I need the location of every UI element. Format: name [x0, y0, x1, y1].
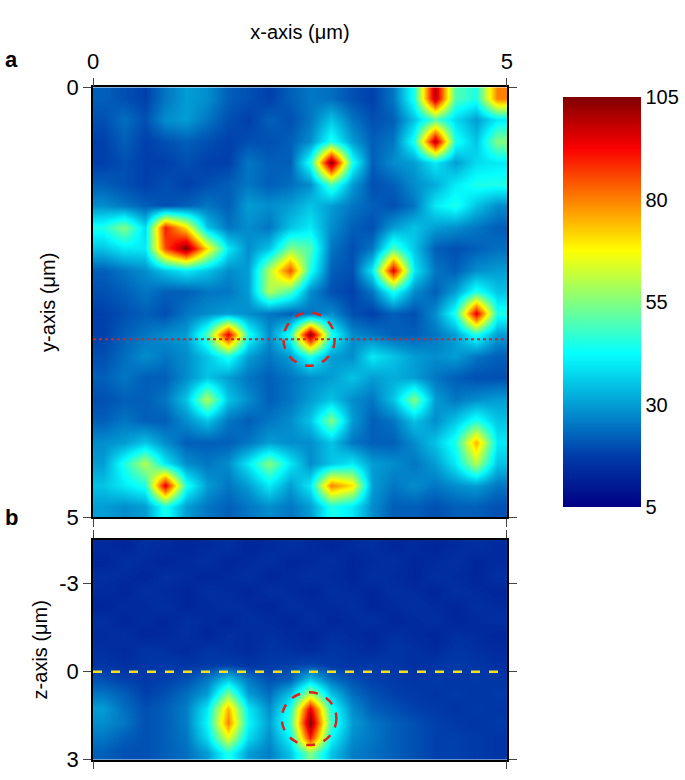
svg-text:30: 30 [646, 394, 668, 416]
svg-text:5: 5 [67, 505, 79, 530]
svg-text:z-axis (μm): z-axis (μm) [29, 600, 51, 699]
svg-text:105: 105 [646, 86, 679, 108]
svg-text:55: 55 [646, 291, 668, 313]
svg-text:0: 0 [67, 75, 79, 100]
svg-text:80: 80 [646, 189, 668, 211]
svg-text:5: 5 [501, 49, 513, 74]
svg-text:-3: -3 [59, 571, 79, 596]
svg-text:0: 0 [67, 659, 79, 684]
svg-text:a: a [5, 47, 18, 72]
svg-text:0: 0 [87, 49, 99, 74]
svg-text:y-axis (μm): y-axis (μm) [37, 253, 59, 352]
svg-text:b: b [5, 505, 18, 530]
svg-text:5: 5 [646, 496, 657, 518]
svg-text:3: 3 [67, 747, 79, 772]
svg-text:x-axis (μm): x-axis (μm) [250, 21, 349, 43]
